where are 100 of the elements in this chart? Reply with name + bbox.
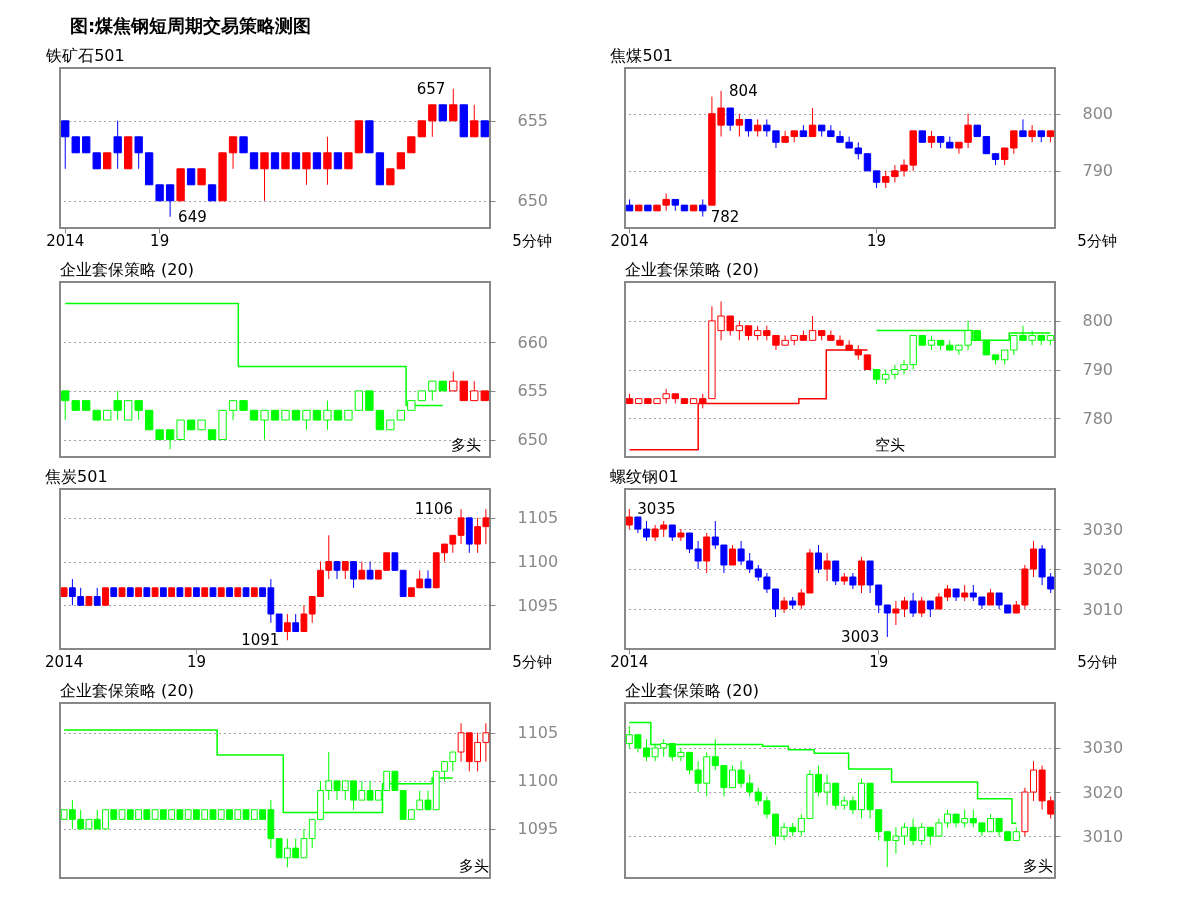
candlestick xyxy=(333,561,341,580)
annotation: 多头 xyxy=(459,857,490,875)
candlestick xyxy=(323,136,332,186)
candlestick xyxy=(1028,124,1036,143)
chart-title: 企业套保策略 (20) xyxy=(60,260,194,279)
candlestick xyxy=(625,508,633,530)
y-tick-label: 1100 xyxy=(517,552,559,572)
candlestick xyxy=(228,136,238,170)
annotation: 3003 xyxy=(841,628,880,646)
chart-title: 螺纹钢01 xyxy=(610,467,679,486)
y-tick-label: 3020 xyxy=(1082,782,1124,802)
chart-title: 焦炭501 xyxy=(45,467,108,486)
candlestick xyxy=(823,552,831,582)
candlestick xyxy=(735,113,744,138)
x-tick-label: 2014 xyxy=(46,232,85,250)
x-tick-label: 2014 xyxy=(45,653,84,671)
candlestick xyxy=(284,613,291,641)
candlestick xyxy=(366,561,374,580)
y-tick-label: 1095 xyxy=(517,819,559,839)
y-tick-label: 650 xyxy=(517,430,549,449)
chart-subtitle: 图:煤焦钢短周期交易策略测图 xyxy=(70,14,313,38)
candlestick xyxy=(677,528,685,542)
candlestick xyxy=(909,592,917,618)
candlestick xyxy=(449,88,458,122)
x-tick-label: 19 xyxy=(186,653,206,671)
candlestick xyxy=(735,320,744,341)
y-tick-label: 655 xyxy=(517,381,549,401)
candlestick xyxy=(176,419,185,440)
y-tick-label: 650 xyxy=(517,191,549,211)
candlestick xyxy=(144,409,154,431)
annotation: 1091 xyxy=(241,631,280,650)
candlestick xyxy=(728,544,737,566)
y-tick-label: 780 xyxy=(1082,408,1114,428)
candlestick xyxy=(113,120,122,170)
y-tick-label: 1105 xyxy=(517,723,559,743)
candlestick xyxy=(424,569,432,589)
candlestick xyxy=(808,315,817,341)
y-tick-label: 3010 xyxy=(1082,826,1124,846)
x-tick-label: 2014 xyxy=(610,232,649,250)
candlestick xyxy=(470,104,479,138)
x-tick-label: 19 xyxy=(150,232,170,250)
candlestick xyxy=(228,400,238,421)
candlestick xyxy=(703,532,711,574)
y-tick-label: 660 xyxy=(517,332,549,352)
candlestick xyxy=(302,152,311,186)
y-tick-label: 655 xyxy=(517,111,549,131)
text: 5分钟 xyxy=(1077,653,1117,671)
candlestick xyxy=(808,107,817,138)
y-tick-label: 1095 xyxy=(517,595,559,615)
annotation: 空头 xyxy=(874,436,905,454)
annotation: 1106 xyxy=(414,500,454,519)
x-tick-label: 2014 xyxy=(610,653,649,671)
text: 5分钟 xyxy=(1077,232,1117,250)
candlestick xyxy=(260,409,269,440)
candlestick xyxy=(1019,118,1027,138)
y-tick-label: 3010 xyxy=(1082,599,1124,619)
x-tick-label: 19 xyxy=(869,653,889,671)
annotation: 657 xyxy=(416,79,446,98)
candlestick xyxy=(302,409,311,431)
y-tick-label: 1105 xyxy=(517,508,559,528)
candlestick xyxy=(134,400,143,421)
y-tick-label: 3030 xyxy=(1082,519,1124,539)
candlestick xyxy=(300,604,308,633)
candlestick xyxy=(354,390,364,411)
y-tick-label: 3030 xyxy=(1082,738,1124,758)
x-tick-label: 19 xyxy=(867,232,887,250)
y-tick-label: 3020 xyxy=(1082,559,1124,579)
text: 5分钟 xyxy=(512,653,552,671)
candlestick xyxy=(165,429,175,450)
candlestick xyxy=(457,508,465,545)
candlestick xyxy=(814,544,823,574)
y-tick-label: 790 xyxy=(1082,360,1114,379)
y-tick-label: 790 xyxy=(1082,161,1114,181)
candlestick xyxy=(323,400,332,431)
candlestick xyxy=(857,556,866,594)
candlestick xyxy=(883,604,891,638)
annotation: 804 xyxy=(729,81,758,100)
chart-title: 企业套保策略 (20) xyxy=(60,681,194,700)
candlestick xyxy=(134,136,143,170)
text: 5分钟 xyxy=(512,232,552,250)
candlestick xyxy=(260,152,269,202)
chart-title: 焦煤501 xyxy=(610,46,674,65)
annotation: 多头 xyxy=(451,436,482,454)
candlestick xyxy=(726,107,734,132)
candlestick xyxy=(832,560,840,586)
candlestick xyxy=(428,104,437,138)
candlestick xyxy=(124,400,133,421)
annotation: 多头 xyxy=(1022,857,1053,875)
y-tick-label: 1100 xyxy=(517,771,559,791)
candlestick xyxy=(375,409,385,431)
candlestick xyxy=(165,184,175,218)
annotation: 3035 xyxy=(637,500,676,518)
chart-title: 企业套保策略 (20) xyxy=(625,260,759,279)
candlestick xyxy=(350,561,357,589)
y-tick-label: 800 xyxy=(1082,104,1114,124)
y-tick-label: 800 xyxy=(1082,311,1114,331)
candlestick xyxy=(365,390,374,411)
candlestick xyxy=(918,596,926,618)
annotation: 782 xyxy=(710,207,740,226)
chart-title: 企业套保策略 (20) xyxy=(625,681,759,700)
